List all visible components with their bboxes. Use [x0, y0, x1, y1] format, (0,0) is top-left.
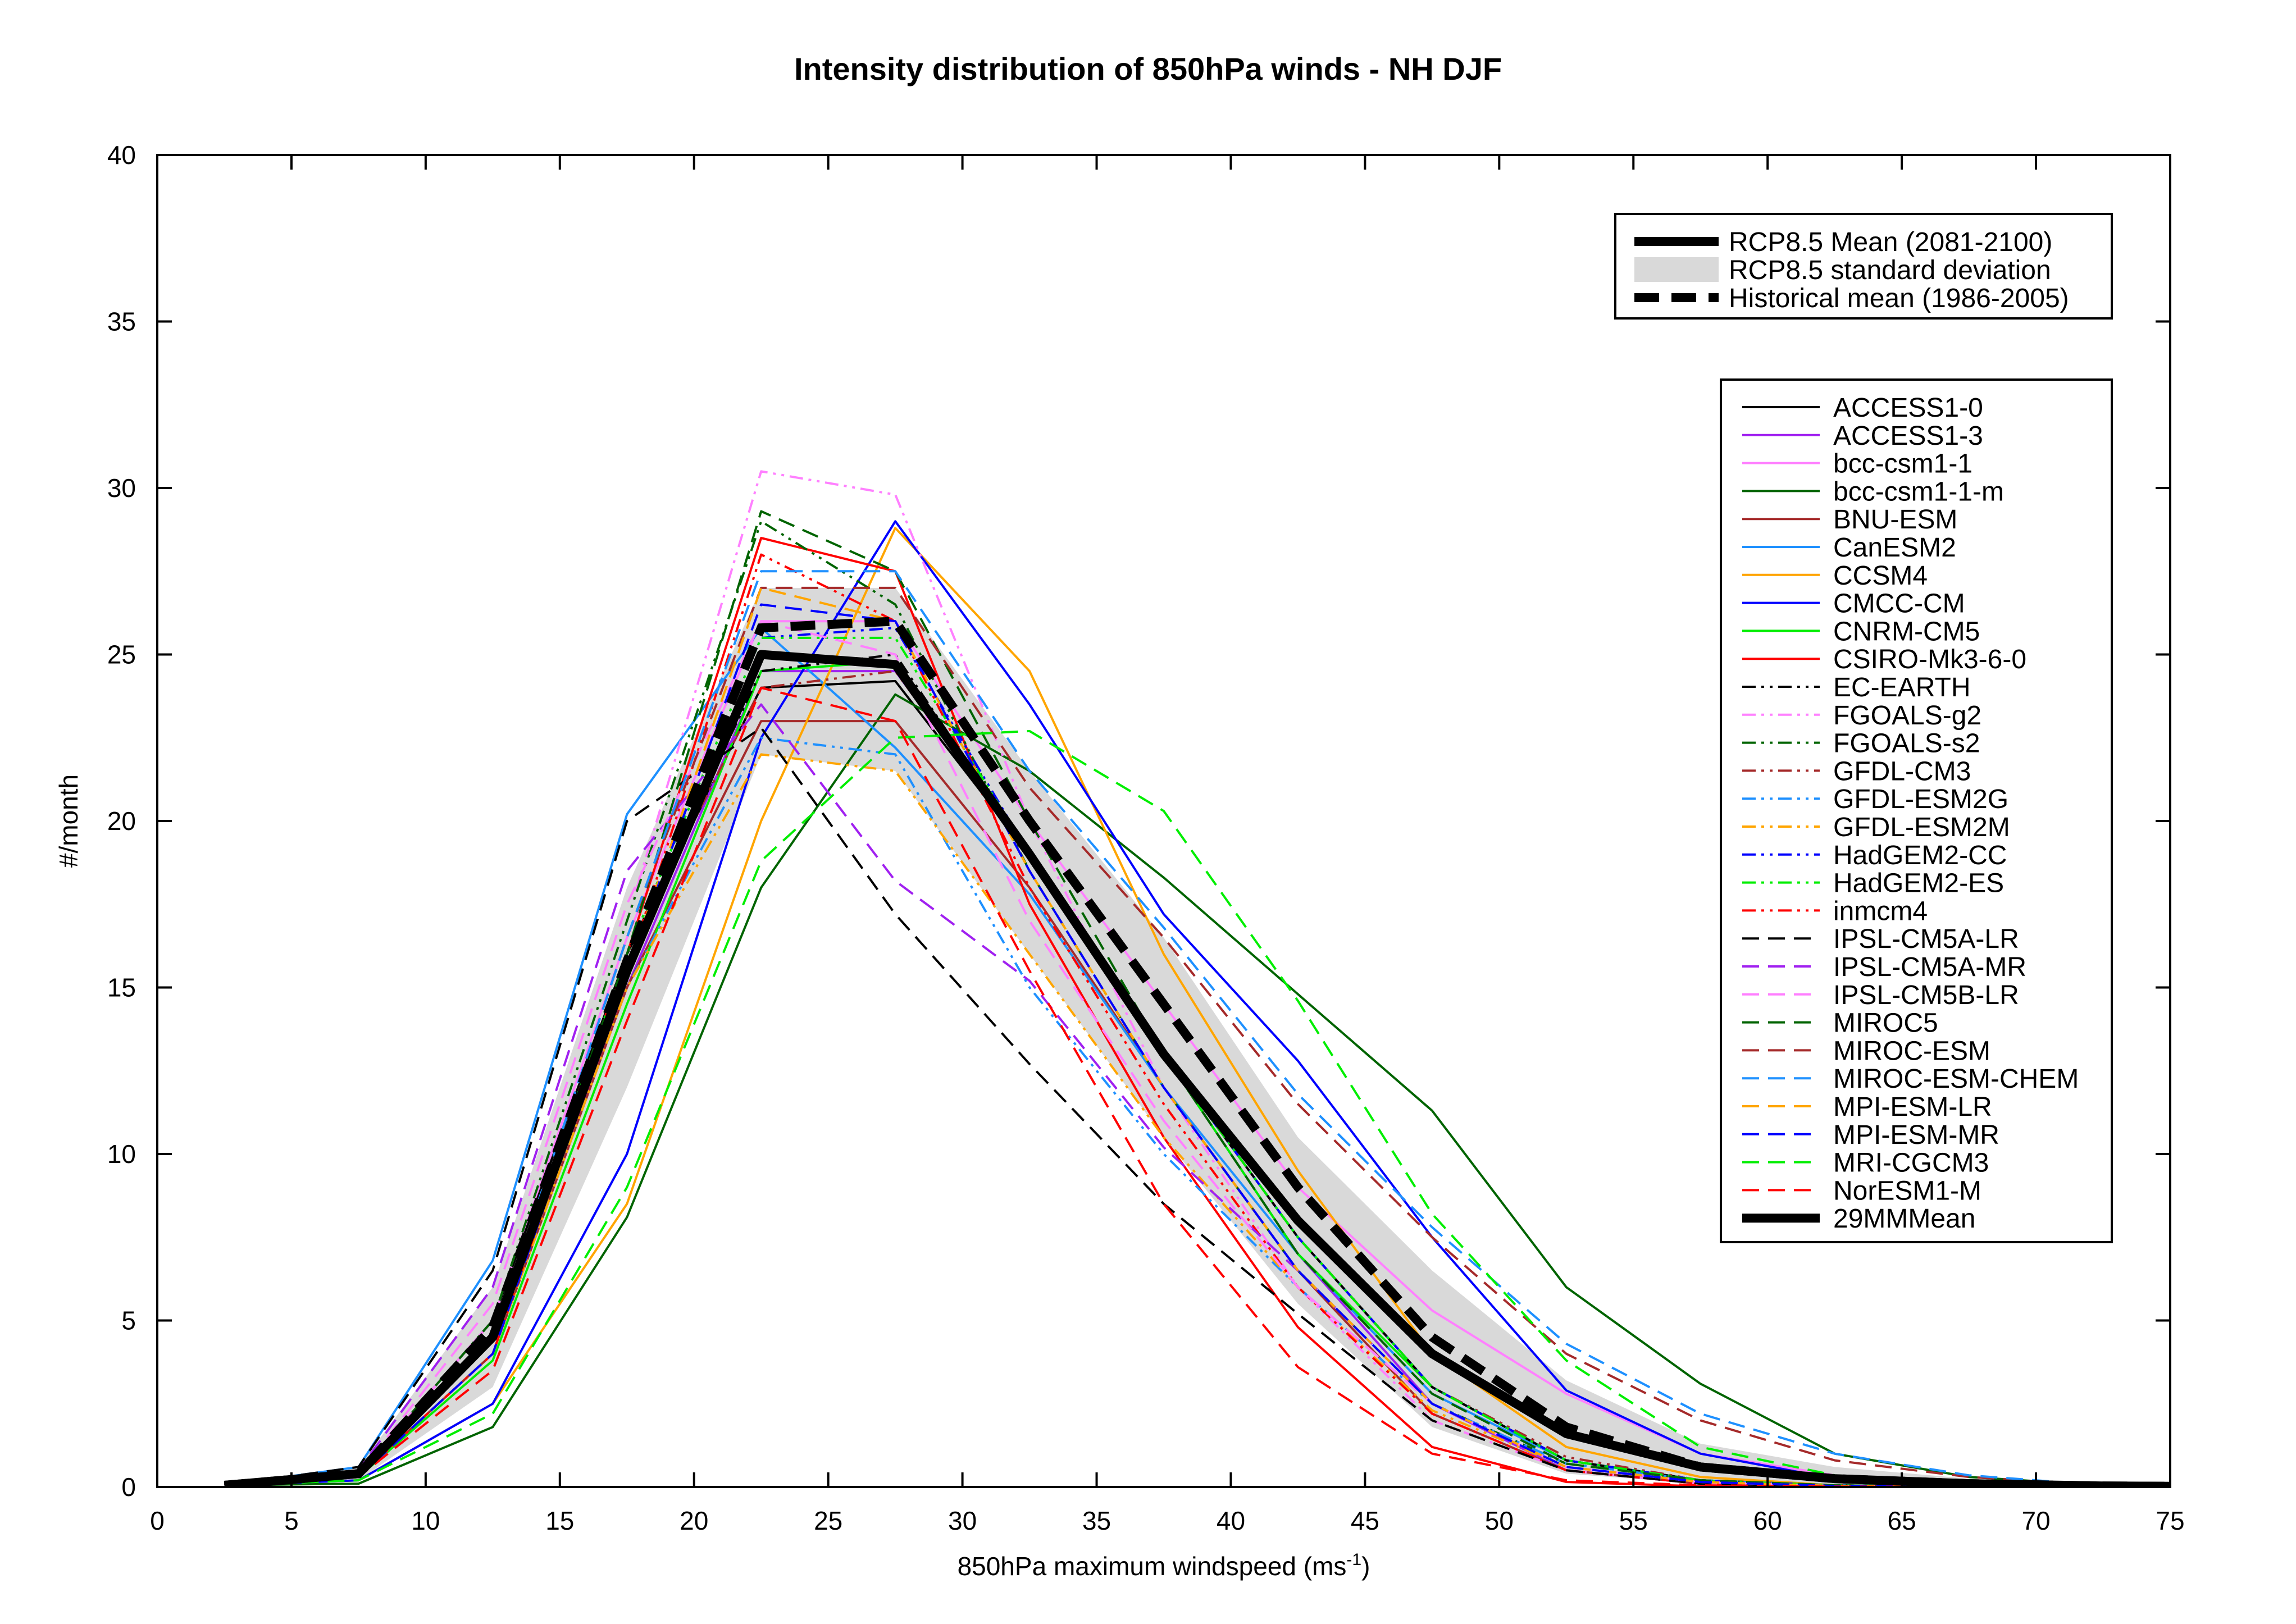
x-tick-label: 65	[1888, 1506, 1916, 1535]
model-legend-label: MIROC-ESM-CHEM	[1833, 1064, 2079, 1094]
model-legend: ACCESS1-0ACCESS1-3bcc-csm1-1bcc-csm1-1-m…	[1720, 378, 2113, 1243]
model-legend-label: IPSL-CM5A-MR	[1833, 952, 2026, 982]
model-legend-label: GFDL-ESM2G	[1833, 784, 2008, 814]
x-tick-label: 5	[284, 1506, 299, 1535]
summary-legend-label: RCP8.5 standard deviation	[1729, 256, 2051, 285]
y-tick-label: 5	[121, 1306, 136, 1335]
model-legend-label: MRI-CGCM3	[1833, 1148, 1989, 1178]
x-tick-label: 60	[1753, 1506, 1782, 1535]
tick-layer: 0 5 10 15 20 25 30 35 40 45 50 55 60 65 70 75 0 5 10 15 20 25…	[107, 140, 2185, 1535]
x-axis-label-close: )	[1361, 1552, 1370, 1581]
x-tick-label: 50	[1485, 1506, 1514, 1535]
model-legend-label: CanESM2	[1833, 533, 1956, 563]
model-legend-label: bcc-csm1-1	[1833, 449, 1972, 479]
x-tick-label: 25	[814, 1506, 842, 1535]
model-legend-label: FGOALS-s2	[1833, 729, 1980, 759]
model-legend-label: NorESM1-M	[1833, 1176, 1981, 1206]
series-line-ipsl-cm5a-mr	[224, 703, 2170, 1487]
x-tick-label: 75	[2156, 1506, 2184, 1535]
model-legend-label: GFDL-ESM2M	[1833, 813, 2010, 842]
model-legend-label: bcc-csm1-1-m	[1833, 477, 2004, 507]
model-legend-label: ACCESS1-0	[1833, 393, 1983, 423]
summary-legend: RCP8.5 Mean (2081-2100)RCP8.5 standard d…	[1614, 213, 2113, 320]
y-tick-label: 15	[107, 973, 136, 1002]
summary-legend-label: RCP8.5 Mean (2081-2100)	[1729, 227, 2052, 257]
model-legend-box	[1720, 378, 2113, 1243]
model-legend-label: CSIRO-Mk3-6-0	[1833, 645, 2026, 674]
model-legend-label: MPI-ESM-MR	[1833, 1120, 1999, 1150]
x-tick-label: 30	[948, 1506, 977, 1535]
y-tick-label: 20	[107, 806, 136, 836]
x-tick-label: 40	[1217, 1506, 1245, 1535]
x-tick-label: 45	[1351, 1506, 1379, 1535]
model-legend-label: GFDL-CM3	[1833, 756, 1971, 786]
model-legend-label: ACCESS1-3	[1833, 421, 1983, 451]
model-legend-label: inmcm4	[1833, 896, 1928, 926]
model-legend-label: MPI-ESM-LR	[1833, 1092, 1992, 1122]
summary-legend-label: Historical mean (1986-2005)	[1729, 284, 2069, 313]
x-tick-label: 10	[411, 1506, 440, 1535]
model-legend-label: CMCC-CM	[1833, 589, 1965, 619]
model-legend-label: CNRM-CM5	[1833, 617, 1980, 646]
x-tick-label: 35	[1082, 1506, 1111, 1535]
series-line-miroc-esm	[224, 586, 2170, 1487]
model-legend-label: MIROC-ESM	[1833, 1036, 1990, 1066]
y-tick-label: 30	[107, 473, 136, 503]
model-legend-label: IPSL-CM5B-LR	[1833, 980, 2019, 1010]
x-axis-label-main: 850hPa maximum windspeed (ms	[958, 1552, 1347, 1581]
model-legend-label: FGOALS-g2	[1833, 701, 1981, 731]
series-line-gfdl-esm2m	[224, 753, 2170, 1487]
series-line-mri-cgcm3	[224, 729, 2170, 1487]
x-axis-label: 850hPa maximum windspeed (ms-1)	[958, 1550, 1370, 1581]
y-tick-label: 0	[121, 1472, 136, 1502]
y-axis-label: #/month	[54, 774, 83, 868]
model-legend-label: BNU-ESM	[1833, 505, 1957, 535]
model-legend-label: HadGEM2-ES	[1833, 869, 2004, 898]
model-legend-label: MIROC5	[1833, 1009, 1938, 1038]
x-tick-label: 70	[2021, 1506, 2050, 1535]
y-tick-label: 10	[107, 1139, 136, 1169]
series-line-bcc-csm1-1-m	[224, 693, 2170, 1487]
x-axis-label-sup: -1	[1346, 1550, 1361, 1569]
y-tick-label: 35	[107, 307, 136, 336]
model-legend-label: EC-EARTH	[1833, 673, 1970, 702]
y-tick-label: 40	[107, 140, 136, 170]
x-tick-label: 0	[150, 1506, 165, 1535]
chart-title: Intensity distribution of 850hPa winds -…	[794, 51, 1502, 86]
model-legend-label: CCSM4	[1833, 561, 1928, 591]
x-tick-label: 55	[1619, 1506, 1648, 1535]
legend-swatch-rcp-sd	[1634, 257, 1719, 282]
y-tick-label: 25	[107, 640, 136, 669]
x-tick-label: 20	[680, 1506, 708, 1535]
model-legend-label: IPSL-CM5A-LR	[1833, 924, 2019, 954]
model-legend-label: HadGEM2-CC	[1833, 841, 2007, 870]
x-tick-label: 15	[545, 1506, 574, 1535]
model-legend-label: 29MMMean	[1833, 1204, 1975, 1234]
